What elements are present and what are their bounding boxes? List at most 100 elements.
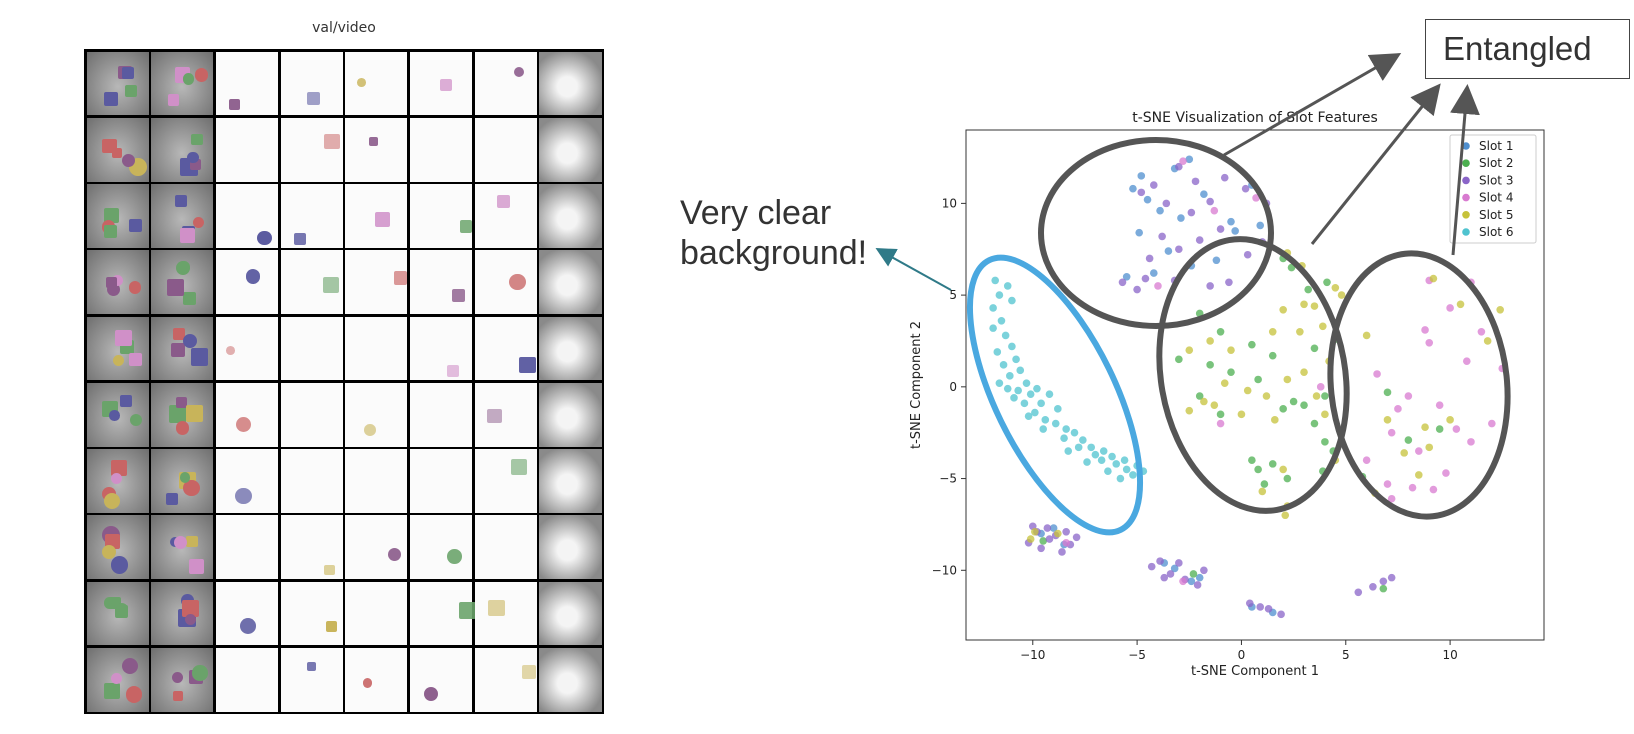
grid-cell (474, 184, 537, 248)
grid-cell (280, 515, 343, 579)
point-slot-5 (1312, 392, 1321, 400)
point-slot-3 (1072, 533, 1081, 542)
point-slot-3 (1187, 208, 1196, 217)
point-slot-6 (1083, 458, 1091, 466)
point-slot-3 (1175, 162, 1183, 171)
point-slot-6 (999, 361, 1008, 369)
point-slot-5 (1331, 283, 1340, 292)
grid-object (176, 396, 188, 408)
point-slot-3 (1175, 245, 1183, 254)
point-slot-4 (1462, 357, 1471, 365)
grid-object (375, 211, 391, 227)
grid-cell (280, 581, 343, 646)
point-slot-5 (1185, 406, 1194, 415)
x-axis-label: t-SNE Component 1 (1191, 664, 1319, 679)
grid-object (446, 364, 459, 377)
point-slot-4 (1488, 419, 1496, 428)
legend-label: Slot 4 (1479, 191, 1513, 205)
point-slot-4 (1435, 401, 1444, 409)
grid-cell (86, 647, 149, 712)
point-slot-3 (1264, 605, 1273, 613)
point-slot-3 (1369, 582, 1377, 591)
grid-cell (474, 515, 537, 579)
grid-object (106, 277, 118, 288)
grid-cell (474, 647, 537, 712)
point-slot-4 (1394, 405, 1402, 413)
grid-object (182, 600, 200, 618)
grid-cell (539, 647, 602, 712)
point-slot-2 (1404, 436, 1413, 444)
point-slot-6 (989, 304, 997, 312)
point-slot-4 (1316, 383, 1325, 391)
legend: Slot 1 Slot 2 Slot 3 Slot 4 Slot 5 Slot 6 (1449, 134, 1537, 244)
point-slot-5 (1383, 416, 1392, 424)
legend-label: Slot 5 (1479, 208, 1513, 222)
point-slot-1 (1049, 524, 1058, 532)
point-slot-1 (1143, 195, 1152, 204)
point-slot-1 (1227, 217, 1235, 226)
grid-object (459, 220, 472, 233)
point-slot-2 (1189, 570, 1198, 578)
grid-object (171, 671, 183, 683)
point-slot-4 (1179, 577, 1187, 586)
point-slot-4 (1373, 370, 1381, 378)
grid-cell (280, 647, 343, 712)
point-slot-5 (1185, 346, 1194, 354)
point-slot-4 (1154, 282, 1162, 290)
grid-object (518, 356, 536, 374)
grid-object (124, 84, 138, 97)
point-slot-3 (1137, 188, 1146, 197)
legend-marker (1462, 193, 1470, 202)
point-slot-2 (1321, 438, 1329, 446)
clear-background-callout: Very clear background! (680, 193, 867, 273)
grid-object (173, 536, 187, 550)
grid-cell (215, 51, 279, 116)
grid-cell (474, 117, 537, 182)
point-slot-5 (1220, 379, 1229, 387)
point-slot-2 (1216, 327, 1225, 336)
point-slot-3 (1149, 181, 1158, 189)
point-slot-6 (1020, 399, 1029, 408)
point-slot-6 (1051, 419, 1060, 428)
clear-background-arrow (875, 248, 952, 291)
slot-reconstruction-grid (84, 49, 604, 714)
point-slot-3 (1195, 236, 1204, 244)
point-slot-4 (1429, 485, 1438, 494)
grid-object (236, 417, 252, 433)
grid-object (192, 665, 208, 681)
grid-cell (86, 316, 149, 381)
point-slot-4 (1467, 438, 1475, 446)
point-slot-6 (1112, 460, 1121, 468)
grid-cell (539, 449, 602, 513)
point-slot-3 (1158, 232, 1166, 241)
point-slot-6 (1120, 456, 1129, 465)
grid-cell (539, 316, 602, 381)
point-slot-1 (1256, 221, 1265, 230)
point-slot-6 (989, 324, 997, 332)
grid-cell (409, 647, 473, 712)
point-slot-6 (1087, 443, 1095, 452)
grid-object (102, 544, 117, 559)
point-slot-2 (1206, 361, 1214, 369)
legend-marker (1462, 228, 1470, 236)
point-slot-6 (1041, 416, 1050, 424)
grid-object (229, 98, 241, 110)
point-slot-4 (1387, 428, 1396, 437)
point-slot-5 (1296, 327, 1304, 336)
point-slot-4 (1421, 326, 1429, 334)
grid-cell (215, 316, 279, 381)
grid-cell (345, 250, 408, 314)
grid-object (110, 472, 123, 485)
grid-object (173, 328, 186, 341)
point-slot-1 (1185, 155, 1194, 164)
point-slot-4 (1404, 392, 1413, 400)
point-slot-2 (1383, 388, 1392, 397)
point-slot-6 (1079, 436, 1087, 444)
point-slot-5 (1400, 449, 1408, 457)
grid-cell (345, 515, 408, 579)
x-tick-label: −5 (1128, 648, 1146, 662)
point-slot-5 (1200, 397, 1208, 406)
point-slot-4 (1383, 480, 1392, 488)
grid-object (112, 148, 123, 159)
grid-object (113, 355, 125, 367)
